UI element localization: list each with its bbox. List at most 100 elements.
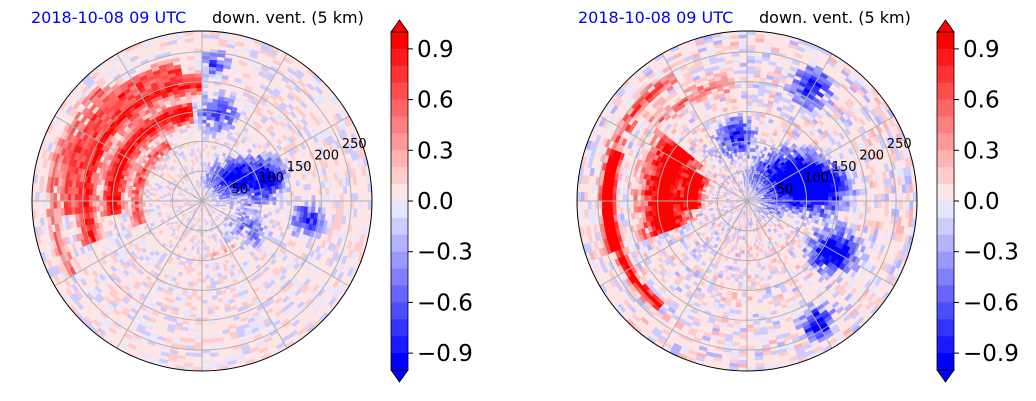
contour-cell bbox=[197, 285, 203, 290]
contour-cell bbox=[194, 192, 198, 196]
contour-cell bbox=[194, 62, 203, 67]
contour-cell bbox=[200, 193, 202, 198]
contour-cell bbox=[321, 207, 327, 215]
contour-cell bbox=[95, 200, 100, 207]
contour-cell bbox=[270, 148, 277, 155]
contour-cell bbox=[339, 193, 344, 202]
contour-cell bbox=[191, 105, 198, 110]
title-date-right: 2018-10-08 09 UTC bbox=[578, 8, 733, 27]
contour-cell bbox=[194, 69, 203, 74]
contour-cell bbox=[218, 212, 224, 216]
contour-cell bbox=[195, 83, 203, 89]
contour-cell bbox=[201, 359, 211, 365]
angular-gridline bbox=[201, 115, 350, 202]
contour-cell bbox=[214, 138, 219, 144]
contour-cell bbox=[182, 319, 190, 325]
contour-cell bbox=[742, 172, 745, 177]
contour-cell bbox=[258, 346, 269, 354]
contour-cell bbox=[120, 204, 125, 210]
angular-gridline bbox=[201, 53, 288, 202]
contour-cell bbox=[276, 200, 281, 206]
contour-cell bbox=[201, 299, 208, 304]
contour-cell bbox=[74, 213, 80, 222]
contour-cell bbox=[206, 242, 210, 248]
contour-cell bbox=[209, 126, 214, 132]
contour-cell bbox=[205, 239, 209, 244]
contour-cell bbox=[170, 268, 176, 274]
contour-cell bbox=[88, 194, 93, 202]
contour-cell bbox=[195, 317, 203, 322]
contour-cell bbox=[209, 345, 218, 350]
contour-cell bbox=[286, 200, 291, 206]
contour-cell bbox=[138, 190, 143, 195]
contour-cell bbox=[282, 308, 292, 316]
contour-cell bbox=[248, 269, 255, 276]
contour-cell bbox=[750, 165, 753, 170]
contour-cell bbox=[159, 191, 165, 196]
contour-cell bbox=[244, 202, 249, 207]
contour-cell bbox=[148, 203, 153, 207]
contour-cell bbox=[251, 195, 256, 199]
contour-cell bbox=[106, 190, 111, 197]
contour-cell bbox=[311, 200, 316, 208]
contour-cell bbox=[184, 165, 188, 170]
contour-cell bbox=[130, 197, 136, 202]
contour-cell bbox=[291, 319, 301, 328]
contour-cell bbox=[116, 267, 124, 275]
contour-cell bbox=[95, 206, 101, 213]
contour-cell bbox=[332, 200, 337, 209]
contour-cell bbox=[211, 152, 216, 157]
angular-gridline bbox=[116, 53, 203, 202]
contour-cell bbox=[310, 188, 316, 196]
contour-cell bbox=[145, 323, 155, 331]
contour-cell bbox=[181, 213, 186, 217]
contour-cell bbox=[180, 180, 185, 185]
contour-cell bbox=[100, 216, 106, 223]
contour-cell bbox=[190, 306, 197, 311]
contour-cell bbox=[353, 192, 359, 202]
contour-cell bbox=[279, 200, 284, 206]
contour-cell bbox=[272, 196, 277, 202]
contour-cell bbox=[88, 200, 93, 208]
contour-cell bbox=[270, 258, 277, 266]
contour-cell bbox=[134, 197, 139, 202]
contour-cell bbox=[186, 270, 192, 275]
contour-cell bbox=[207, 162, 211, 167]
colorbar-segment bbox=[391, 268, 408, 286]
contour-cell bbox=[184, 198, 189, 201]
contour-cell bbox=[194, 342, 203, 347]
contour-cell bbox=[123, 200, 128, 206]
colorbar-segment bbox=[391, 99, 408, 117]
contour-cell bbox=[148, 301, 157, 309]
contour-cell bbox=[704, 196, 709, 200]
contour-cell bbox=[35, 192, 40, 202]
colorbar-tick-label: 0.3 bbox=[417, 138, 454, 164]
contour-cell bbox=[178, 190, 183, 194]
contour-cell bbox=[67, 193, 72, 202]
contour-cell bbox=[42, 192, 47, 202]
contour-cell bbox=[322, 200, 327, 208]
contour-cell bbox=[209, 45, 219, 50]
contour-cell bbox=[205, 201, 210, 204]
contour-cell bbox=[236, 206, 241, 210]
contour-cell bbox=[102, 205, 108, 212]
contour-cell bbox=[221, 152, 227, 158]
contour-cell bbox=[186, 55, 195, 61]
radial-tick-label: 200 bbox=[314, 148, 339, 163]
contour-cell bbox=[208, 338, 218, 343]
contour-cell bbox=[253, 278, 261, 285]
contour-cell bbox=[193, 345, 203, 351]
contour-cell bbox=[134, 200, 139, 205]
contour-cell bbox=[145, 203, 150, 208]
contour-cell bbox=[311, 194, 316, 202]
contour-cell bbox=[196, 207, 200, 211]
contour-cell bbox=[234, 354, 245, 361]
contour-cell bbox=[202, 179, 205, 184]
title-date-left: 2018-10-08 09 UTC bbox=[31, 8, 186, 27]
radial-tick-label: 250 bbox=[342, 137, 367, 152]
colorbar-segment bbox=[391, 184, 408, 202]
contour-cell bbox=[748, 161, 752, 167]
contour-cell bbox=[91, 195, 97, 202]
contour-cell bbox=[749, 246, 753, 251]
contour-cell bbox=[201, 69, 210, 74]
